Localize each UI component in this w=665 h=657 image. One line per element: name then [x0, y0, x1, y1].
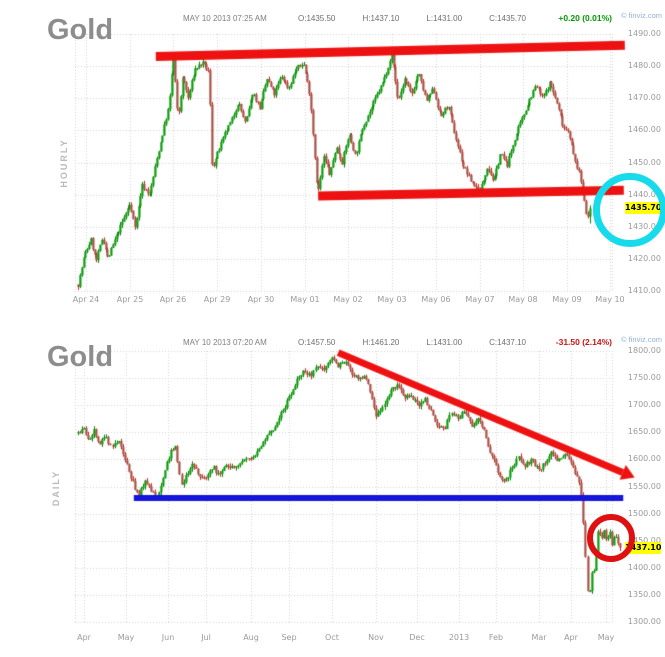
open-value: O:1435.50: [298, 14, 336, 23]
y-axis-tick-label: 1600.00: [627, 454, 661, 464]
hourly-chart-panel: Gold MAY 10 2013 07:25 AM O:1435.50 H:14…: [0, 0, 665, 320]
header-ohlc: O:1435.50 H:1437.10 L:1431.00 C:1435.70: [298, 14, 526, 23]
x-axis-tick-label: May: [117, 633, 135, 642]
breakdown-highlight-circle: [592, 173, 665, 248]
timeframe-label: HOURLY: [59, 138, 69, 188]
y-axis-tick-label: 1410.00: [627, 286, 661, 295]
y-axis-tick-label: 1500.00: [627, 508, 661, 518]
x-axis-tick-label: Mar: [531, 633, 547, 642]
y-axis-tick-label: 1300.00: [627, 617, 661, 626]
timeframe-label: DAILY: [51, 469, 61, 507]
x-axis-tick-label: Jul: [201, 633, 211, 642]
y-axis-tick-label: 1470.00: [627, 93, 661, 103]
x-axis-tick-label: Apr: [564, 633, 578, 642]
y-axis-tick-label: 1650.00: [627, 427, 661, 437]
y-axis-tick-label: 1460.00: [627, 125, 661, 135]
x-axis-tick-label: May 02: [333, 295, 363, 304]
y-axis-tick-label: 1420.00: [627, 253, 661, 263]
header-ohlc: O:1457.50 H:1461.20 L:1431.00 C:1437.10: [298, 338, 526, 347]
y-axis-tick-label: 1450.00: [627, 535, 661, 545]
high-value: H:1437.10: [362, 14, 400, 23]
x-axis-tick-label: Apr 26: [159, 295, 187, 304]
y-axis-tick-label: 1400.00: [627, 562, 661, 572]
price-change-badge: -31.50 (2.14%): [555, 337, 612, 347]
x-axis-tick-label: Jun: [161, 633, 175, 642]
price-change-badge: +0.20 (0.01%): [558, 13, 612, 23]
finviz-watermark: © finviz.com: [621, 335, 662, 344]
x-axis-tick-label: Apr 24: [72, 295, 100, 304]
close-value: C:1437.10: [489, 338, 526, 347]
y-axis-tick-label: 1480.00: [627, 61, 661, 71]
x-axis-tick-label: May: [597, 633, 615, 642]
chart-title: Gold: [47, 341, 114, 373]
x-axis-tick-label: May 07: [465, 295, 495, 304]
x-axis-tick-label: May 03: [377, 295, 407, 304]
x-axis-tick-label: May 01: [290, 295, 320, 304]
x-axis-tick-label: Sep: [281, 633, 297, 642]
header-datetime: MAY 10 2013 07:25 AM: [183, 14, 267, 23]
x-axis-tick-label: Apr 29: [203, 295, 231, 304]
chart-title: Gold: [47, 14, 114, 46]
y-axis-tick-label: 1800.00: [627, 346, 661, 355]
y-axis-tick-label: 1350.00: [627, 589, 661, 599]
low-value: L:1431.00: [426, 14, 463, 23]
close-value: C:1435.70: [489, 14, 526, 23]
x-axis-tick-label: May 08: [508, 295, 538, 304]
x-axis-tick-label: 2013: [448, 633, 470, 642]
high-value: H:1461.20: [362, 338, 400, 347]
y-axis-tick-label: 1750.00: [627, 373, 661, 383]
x-axis-tick-label: Aug: [243, 633, 259, 642]
open-value: O:1457.50: [298, 338, 336, 347]
consolidation-highlight-circle: [587, 513, 636, 562]
header-datetime: MAY 10 2013 07:20 AM: [183, 338, 267, 347]
x-axis-tick-label: Apr: [77, 633, 91, 642]
daily-chart-panel: Gold MAY 10 2013 07:20 AM O:1457.50 H:14…: [0, 320, 665, 657]
x-axis-tick-label: Apr 25: [116, 295, 144, 304]
x-axis-tick-label: Oct: [325, 633, 339, 642]
x-axis-tick-label: Apr 30: [247, 295, 275, 304]
y-axis-tick-label: 1550.00: [627, 481, 661, 491]
low-value: L:1431.00: [426, 338, 463, 347]
x-axis-tick-label: May 09: [552, 295, 582, 304]
daily-candlestick-canvas: [0, 320, 665, 657]
x-axis-tick-label: May 06: [421, 295, 451, 304]
y-axis-tick-label: 1450.00: [627, 157, 661, 167]
x-axis-tick-label: May 10: [595, 295, 625, 304]
y-axis-tick-label: 1700.00: [627, 400, 661, 410]
y-axis-tick-label: 1490.00: [627, 29, 661, 38]
x-axis-tick-label: Feb: [488, 633, 504, 642]
hourly-candlestick-canvas: [0, 0, 665, 320]
x-axis-tick-label: Dec: [409, 633, 425, 642]
x-axis-tick-label: Nov: [368, 633, 384, 642]
finviz-watermark: © finviz.com: [621, 11, 662, 20]
